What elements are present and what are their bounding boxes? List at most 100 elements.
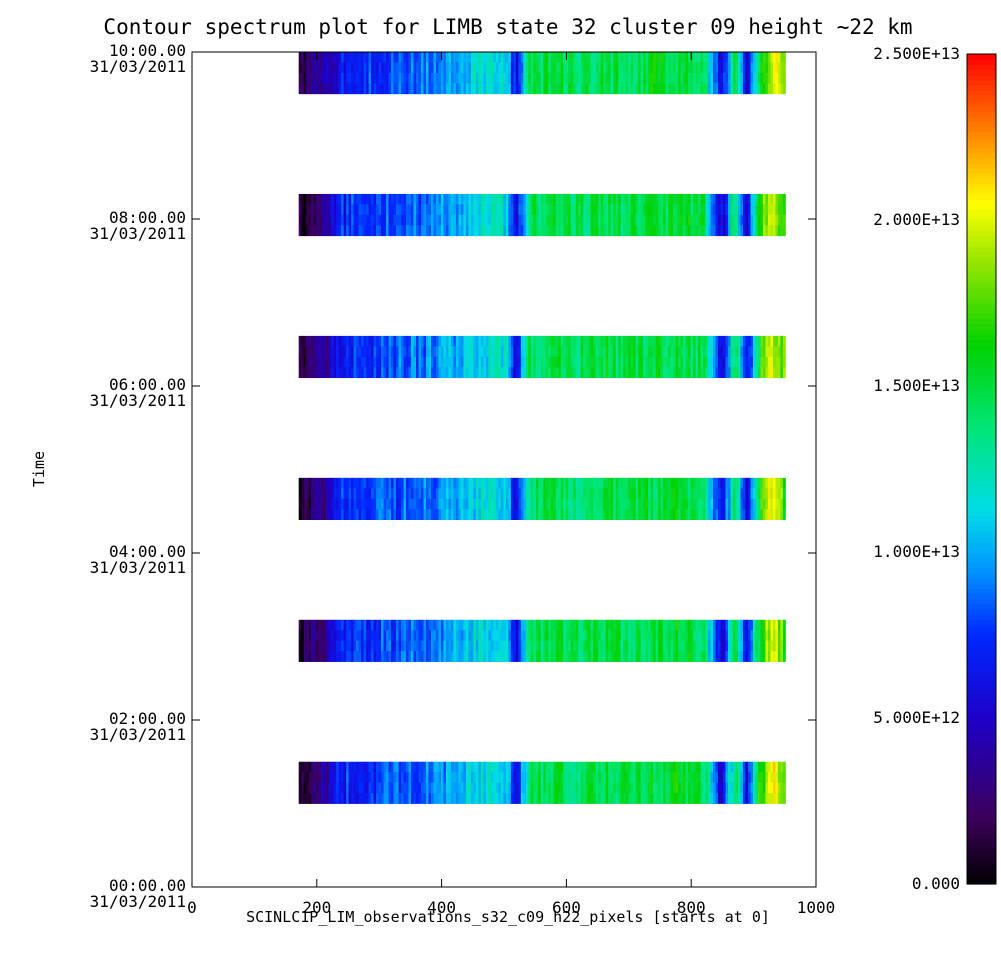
spectrum-cell: [705, 225, 709, 237]
spectrum-cell: [338, 83, 342, 95]
spectrum-cell: [336, 793, 340, 804]
spectrum-cell: [308, 214, 312, 226]
spectrum-cell: [550, 335, 554, 347]
spectrum-cell: [555, 509, 559, 520]
spectrum-cell: [765, 346, 769, 358]
spectrum-cell: [348, 72, 352, 84]
spectrum-cell: [767, 225, 771, 237]
spectrum-cell: [473, 204, 477, 216]
spectrum-cell: [336, 761, 340, 773]
spectrum-cell: [585, 346, 589, 358]
spectrum-cell: [525, 630, 529, 642]
spectrum-cell: [311, 509, 315, 520]
spectrum-cell: [730, 498, 734, 510]
spectrum-cell: [735, 761, 739, 773]
spectrum-cell: [760, 62, 764, 74]
spectrum-cell: [540, 640, 544, 652]
spectrum-cell: [590, 193, 594, 205]
colorbar-segment: [967, 598, 996, 605]
spectrum-cell: [393, 477, 397, 489]
spectrum-cell: [635, 782, 639, 794]
spectrum-cell: [336, 214, 340, 226]
spectrum-cell: [353, 225, 357, 237]
spectrum-cell: [543, 772, 547, 784]
spectrum-cell: [495, 793, 499, 804]
spectrum-cell: [750, 72, 754, 84]
spectrum-cell: [615, 498, 619, 510]
spectrum-cell: [675, 772, 679, 784]
spectrum-cell: [560, 367, 564, 379]
spectrum-cell: [445, 761, 449, 773]
spectrum-cell: [321, 640, 325, 652]
spectrum-cell: [713, 335, 716, 347]
spectrum-cell: [718, 193, 721, 205]
spectrum-cell: [628, 52, 632, 63]
spectrum-cell: [478, 772, 482, 784]
spectrum-cell: [508, 761, 512, 773]
spectrum-cell: [480, 225, 484, 237]
spectrum-cell: [306, 488, 310, 500]
spectrum-cell: [386, 204, 389, 216]
spectrum-cell: [356, 214, 360, 226]
spectrum-cell: [528, 335, 532, 347]
spectrum-cell: [493, 193, 497, 205]
spectrum-cell: [690, 651, 694, 662]
spectrum-cell: [333, 335, 337, 347]
spectrum-cell: [540, 793, 544, 804]
spectrum-cell: [311, 651, 315, 662]
spectrum-cell: [403, 772, 407, 784]
spectrum-cell: [765, 651, 769, 662]
spectrum-cell: [500, 367, 504, 379]
spectrum-cell: [403, 761, 407, 773]
colorbar-segment: [967, 85, 996, 91]
spectrum-cell: [550, 488, 554, 500]
spectrum-cell: [725, 204, 729, 216]
spectrum-cell: [298, 214, 302, 226]
spectrum-cell: [465, 346, 469, 358]
spectrum-cell: [623, 498, 627, 510]
spectrum-cell: [426, 204, 429, 216]
spectrum-cell: [450, 335, 454, 347]
spectrum-cell: [376, 72, 379, 84]
spectrum-cell: [643, 204, 647, 216]
spectrum-cell: [757, 356, 761, 368]
spectrum-cell: [356, 356, 360, 368]
spectrum-cell: [757, 346, 761, 358]
spectrum-cell: [500, 335, 504, 347]
spectrum-cell: [630, 619, 634, 631]
spectrum-cell: [450, 52, 454, 63]
spectrum-cell: [700, 356, 704, 368]
spectrum-cell: [428, 640, 432, 652]
spectrum-cell: [668, 356, 672, 368]
spectrum-cell: [416, 619, 419, 631]
spectrum-cell: [645, 62, 649, 74]
spectrum-cell: [718, 509, 721, 520]
spectrum-cell: [640, 498, 644, 510]
spectrum-cell: [573, 225, 577, 237]
spectrum-cell: [747, 193, 751, 205]
spectrum-cell: [333, 772, 337, 784]
spectrum-cell: [558, 761, 562, 773]
spectrum-cell: [730, 477, 734, 489]
spectrum-cell: [580, 346, 584, 358]
spectrum-cell: [373, 346, 377, 358]
spectrum-cell: [411, 630, 414, 642]
spectrum-cell: [475, 367, 479, 379]
spectrum-cell: [565, 651, 569, 662]
spectrum-cell: [670, 477, 674, 489]
spectrum-cell: [747, 214, 751, 226]
spectrum-cell: [645, 651, 649, 662]
spectrum-cell: [718, 640, 721, 652]
spectrum-cell: [311, 367, 315, 379]
spectrum-cell: [735, 52, 739, 63]
spectrum-cell: [336, 619, 340, 631]
spectrum-cell: [493, 367, 497, 379]
spectrum-cell: [555, 761, 559, 773]
spectrum-cell: [545, 477, 549, 489]
spectrum-cell: [338, 477, 342, 489]
spectrum-cell: [553, 619, 557, 631]
spectrum-cell: [510, 83, 514, 95]
spectrum-cell: [698, 83, 701, 95]
spectrum-cell: [775, 52, 779, 63]
spectrum-cell: [458, 651, 462, 662]
